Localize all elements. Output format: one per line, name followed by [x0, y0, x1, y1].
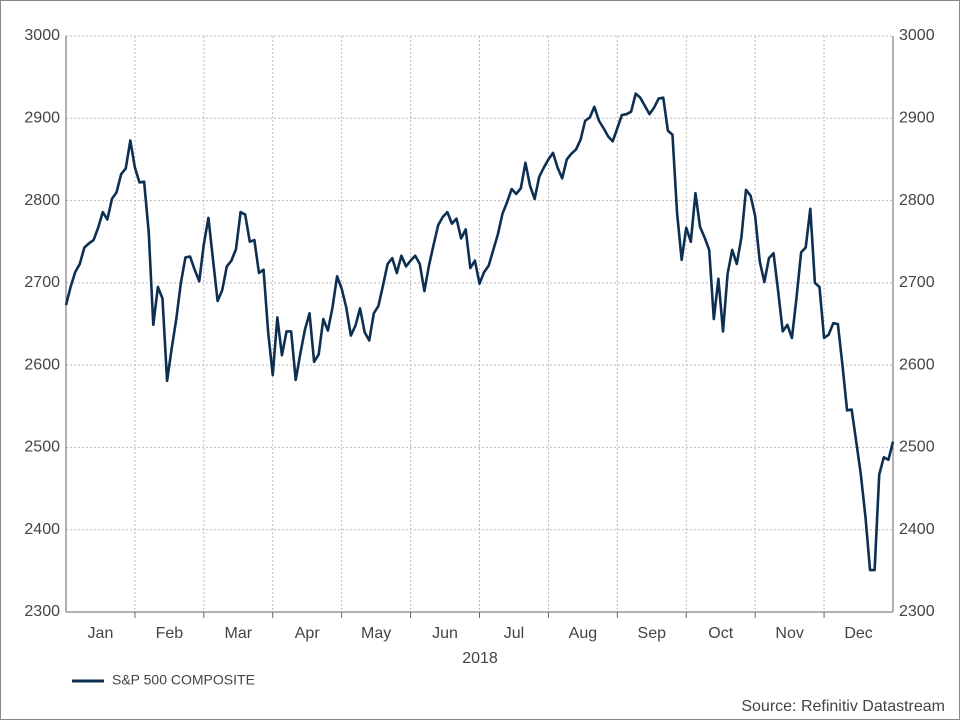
x-tick-label: Oct	[708, 625, 733, 642]
y-tick-label: 2500	[24, 439, 60, 456]
x-tick-label: Sep	[638, 625, 667, 642]
x-tick-label: Jul	[504, 625, 524, 642]
x-tick-label: Dec	[844, 625, 872, 642]
y2-tick-label: 2700	[899, 274, 935, 291]
y-tick-label: 2600	[24, 356, 60, 373]
x-tick-label: May	[361, 625, 391, 642]
x-tick-label: Feb	[156, 625, 184, 642]
y2-tick-label: 2600	[899, 356, 935, 373]
y2-tick-label: 2500	[899, 439, 935, 456]
y2-tick-label: 2900	[899, 110, 935, 127]
x-axis-label: 2018	[462, 650, 498, 667]
x-tick-label: Apr	[295, 625, 321, 642]
y-tick-label: 2400	[24, 521, 60, 538]
y-tick-label: 2300	[24, 603, 60, 620]
x-tick-label: Mar	[225, 625, 253, 642]
y2-tick-label: 3000	[899, 27, 935, 44]
y2-tick-label: 2800	[899, 192, 935, 209]
y2-tick-label: 2300	[899, 603, 935, 620]
y-tick-label: 2700	[24, 274, 60, 291]
x-tick-label: Jan	[88, 625, 114, 642]
series-line	[64, 92, 895, 572]
y-tick-label: 2900	[24, 110, 60, 127]
x-tick-label: Aug	[569, 625, 597, 642]
legend-label: S&P 500 COMPOSITE	[112, 672, 255, 688]
y2-tick-label: 2400	[899, 521, 935, 538]
x-tick-label: Jun	[432, 625, 458, 642]
y-tick-label: 3000	[24, 27, 60, 44]
x-tick-label: Nov	[775, 625, 803, 642]
source: Source: Refinitiv Datastream	[741, 698, 945, 715]
y-tick-label: 2800	[24, 192, 60, 209]
